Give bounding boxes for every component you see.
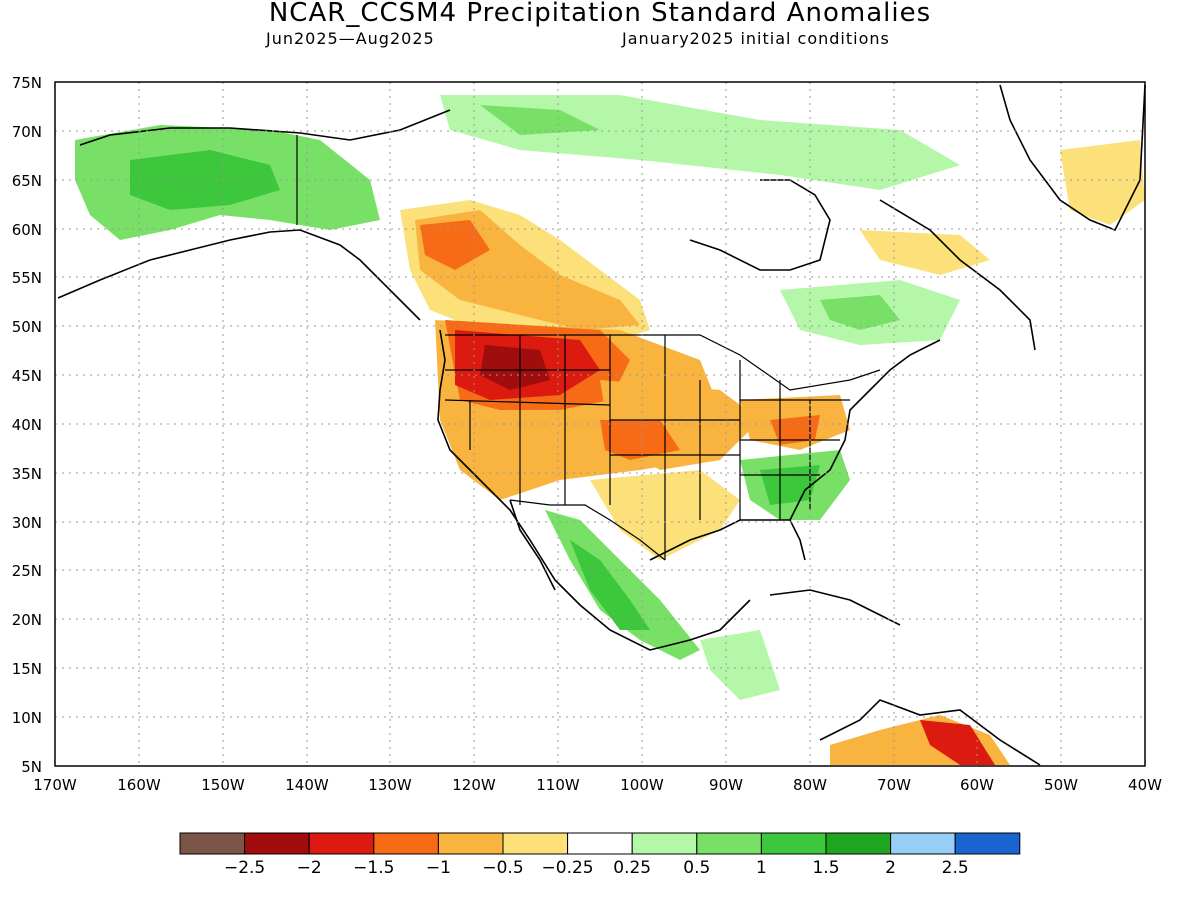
colorbar-label: 1.5 <box>812 858 839 878</box>
state-lines-east <box>740 380 850 520</box>
bc-dry-center <box>420 220 490 270</box>
quebec-wet-core <box>820 295 900 330</box>
arctic-wet-core <box>480 105 600 135</box>
colorbar-swatch <box>244 832 310 855</box>
lat-label: 35N <box>12 465 42 483</box>
borders <box>296 135 881 561</box>
lon-label: 170W <box>33 776 77 794</box>
lon-label: 40W <box>1128 776 1162 794</box>
colorbar-label: −0.25 <box>542 858 594 878</box>
colorbar-label: 1 <box>756 858 767 878</box>
cuba-coast <box>769 589 901 626</box>
colorbar-label: 2 <box>885 858 896 878</box>
lat-label: 20N <box>12 611 42 629</box>
colorbar-swatch <box>308 832 375 855</box>
colorbar-label: −1.5 <box>353 858 394 878</box>
west-coast-us <box>437 329 651 651</box>
lat-label: 55N <box>12 269 42 287</box>
alaska-coast <box>57 229 421 321</box>
lon-label: 150W <box>201 776 245 794</box>
lon-label: 140W <box>285 776 329 794</box>
lat-label: 30N <box>12 514 42 532</box>
colorbar-swatch <box>502 832 569 855</box>
colorbar-swatch <box>437 832 504 855</box>
colorbar-swatch <box>179 832 246 855</box>
colorbar-swatch <box>373 832 439 855</box>
map-title: NCAR_CCSM4 Precipitation Standard Anomal… <box>268 0 932 28</box>
colorbar: −2.5 −2 −1.5 −1 −0.5 −0.25 0.25 0.5 1 1.5 2 2.5 <box>179 832 1021 878</box>
lon-label: 120W <box>452 776 496 794</box>
lon-label: 70W <box>877 776 911 794</box>
lon-label: 90W <box>709 776 743 794</box>
lat-label: 40N <box>12 416 42 434</box>
colorbar-swatch <box>760 832 827 855</box>
lat-label: 15N <box>12 660 42 678</box>
greenland-dry <box>1060 140 1145 225</box>
graticule <box>55 82 1145 766</box>
hudson-bay <box>689 179 831 271</box>
colorbar-swatch <box>825 832 892 855</box>
latitude-labels: 75N 70N 65N 60N 55N 50N 45N 40N 35N 30N … <box>12 74 42 776</box>
anomaly-shading <box>75 95 1145 765</box>
south-america-dry-core <box>920 720 995 765</box>
colorbar-swatch <box>696 832 762 855</box>
colorbar-label: −2.5 <box>224 858 265 878</box>
state-lines-central <box>610 335 741 560</box>
yucatan <box>649 599 751 651</box>
south-america-coast <box>819 699 1041 766</box>
colorbar-swatch <box>954 832 1021 855</box>
lon-label: 60W <box>960 776 994 794</box>
colorbar-label: 0.5 <box>683 858 710 878</box>
northwest-us-dry-max <box>480 345 550 390</box>
mexico-wet <box>545 510 700 660</box>
colorbar-label: −2 <box>297 858 322 878</box>
gulf-coast <box>649 519 806 561</box>
colorbar-swatch <box>890 832 956 855</box>
colorbar-swatch <box>567 832 633 855</box>
lat-label: 70N <box>12 123 42 141</box>
lat-label: 5N <box>21 758 42 776</box>
lon-label: 110W <box>536 776 580 794</box>
us-mexico-border <box>509 499 666 561</box>
initial-conditions: January2025 initial conditions <box>622 29 890 48</box>
lon-label: 160W <box>117 776 161 794</box>
east-coast <box>789 339 941 521</box>
central-america-wet <box>700 630 780 700</box>
lon-label: 80W <box>793 776 827 794</box>
greenland-coast <box>999 84 1146 232</box>
lat-label: 45N <box>12 367 42 385</box>
colorbar-label: 2.5 <box>942 858 969 878</box>
state-lines-west <box>444 335 611 505</box>
lat-label: 25N <box>12 562 42 580</box>
map-border <box>54 81 1146 767</box>
coastlines <box>57 84 1146 766</box>
lat-label: 10N <box>12 709 42 727</box>
forecast-period: Jun2025—Aug2025 <box>266 29 435 48</box>
colorbar-swatch <box>631 832 698 855</box>
mexico-wet-core <box>570 540 650 630</box>
colorbar-label: −1 <box>426 858 451 878</box>
baja-california <box>509 499 556 591</box>
us-canada-border <box>445 334 881 391</box>
lat-label: 50N <box>12 318 42 336</box>
lat-label: 65N <box>12 172 42 190</box>
ohio-valley-dry-core <box>770 415 820 445</box>
lon-label: 50W <box>1044 776 1078 794</box>
alaska-wet-core <box>130 150 280 210</box>
lat-label: 75N <box>12 74 42 92</box>
colorbar-label: 0.25 <box>613 858 651 878</box>
lon-label: 130W <box>368 776 412 794</box>
plains-dry-core <box>600 420 680 460</box>
longitude-labels: 170W 160W 150W 140W 130W 120W 110W 100W … <box>33 776 1162 794</box>
labrador-dry <box>860 230 990 275</box>
lat-label: 60N <box>12 221 42 239</box>
colorbar-label: −0.5 <box>482 858 523 878</box>
labrador-coast <box>879 199 1036 351</box>
lon-label: 100W <box>620 776 664 794</box>
